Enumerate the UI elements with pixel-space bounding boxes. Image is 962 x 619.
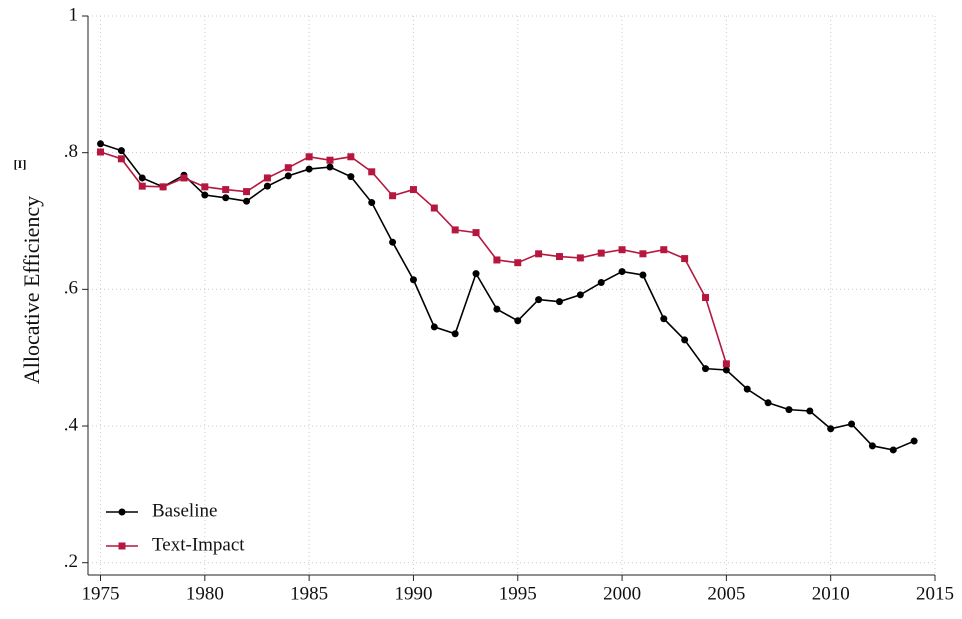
data-point (681, 336, 689, 344)
data-point (639, 250, 647, 258)
data-point (284, 172, 292, 180)
data-point (576, 254, 584, 262)
data-point (681, 255, 689, 263)
x-tick-label: 1975 (82, 583, 120, 604)
data-point (368, 199, 376, 207)
data-point (722, 360, 730, 368)
x-tick-label: 2010 (812, 583, 850, 604)
data-point (368, 168, 376, 176)
data-point (326, 163, 334, 171)
data-point (493, 305, 501, 313)
data-point (347, 173, 355, 181)
data-point (639, 271, 647, 279)
y-tick-label: .8 (64, 141, 78, 162)
data-point (597, 249, 605, 257)
x-tick-label: 1995 (499, 583, 537, 604)
legend-label: Text-Impact (152, 534, 245, 555)
legend-marker (118, 508, 126, 516)
data-point (472, 270, 480, 278)
data-point (159, 183, 167, 191)
data-point (138, 182, 146, 190)
data-point (451, 226, 459, 234)
data-point (535, 296, 543, 304)
data-point (702, 365, 710, 373)
data-point (284, 164, 292, 172)
data-point (97, 148, 105, 156)
data-point (514, 259, 522, 267)
data-point (618, 246, 626, 254)
data-point (660, 315, 668, 323)
data-point (430, 323, 438, 331)
data-point (848, 420, 856, 428)
data-point (222, 194, 230, 202)
data-point (201, 183, 209, 191)
data-point (97, 140, 105, 148)
data-point (576, 291, 584, 299)
y-tick-label: 1 (69, 4, 79, 25)
data-point (263, 174, 271, 182)
data-point (180, 174, 188, 182)
legend-label: Baseline (152, 500, 217, 521)
data-point (702, 294, 710, 302)
data-point (555, 253, 563, 261)
data-point (305, 165, 313, 173)
data-point (389, 238, 397, 246)
data-point (201, 191, 209, 199)
data-point (263, 182, 271, 190)
x-tick-label: 2000 (603, 583, 641, 604)
y-axis-label: Allocative Efficiency (19, 196, 44, 384)
data-point (806, 407, 814, 415)
data-point (138, 174, 146, 182)
x-tick-label: 1985 (290, 583, 328, 604)
y-tick-label: .6 (64, 278, 78, 299)
series-line (100, 143, 915, 451)
x-tick-label: 2005 (707, 583, 745, 604)
data-point (889, 446, 897, 454)
data-point (243, 188, 251, 196)
data-point (660, 246, 668, 254)
data-point (305, 153, 313, 161)
x-tick-label: 1990 (394, 583, 432, 604)
data-point (722, 366, 730, 374)
data-point (409, 276, 417, 284)
legend-marker (118, 542, 126, 550)
data-point (555, 298, 563, 306)
x-tick-label: 1980 (186, 583, 224, 604)
data-point (743, 385, 751, 393)
data-point (785, 406, 793, 414)
annotation: [I] (14, 157, 27, 171)
data-point (493, 256, 501, 264)
data-point (222, 186, 230, 194)
y-tick-label: .2 (64, 551, 78, 572)
data-point (347, 153, 355, 161)
data-point (868, 442, 876, 450)
x-tick-label: 2015 (916, 583, 954, 604)
data-point (764, 399, 772, 407)
data-point (827, 425, 835, 433)
data-point (389, 192, 397, 200)
data-point (910, 437, 918, 445)
data-point (597, 279, 605, 287)
data-point (472, 229, 480, 237)
data-point (430, 204, 438, 212)
data-point (117, 155, 125, 163)
y-tick-label: .4 (64, 414, 79, 435)
data-point (451, 330, 459, 338)
data-point (326, 156, 334, 164)
data-point (618, 268, 626, 276)
data-point (535, 250, 543, 258)
data-point (117, 147, 125, 155)
data-point (243, 197, 251, 205)
data-point (409, 186, 417, 194)
data-point (514, 317, 522, 325)
